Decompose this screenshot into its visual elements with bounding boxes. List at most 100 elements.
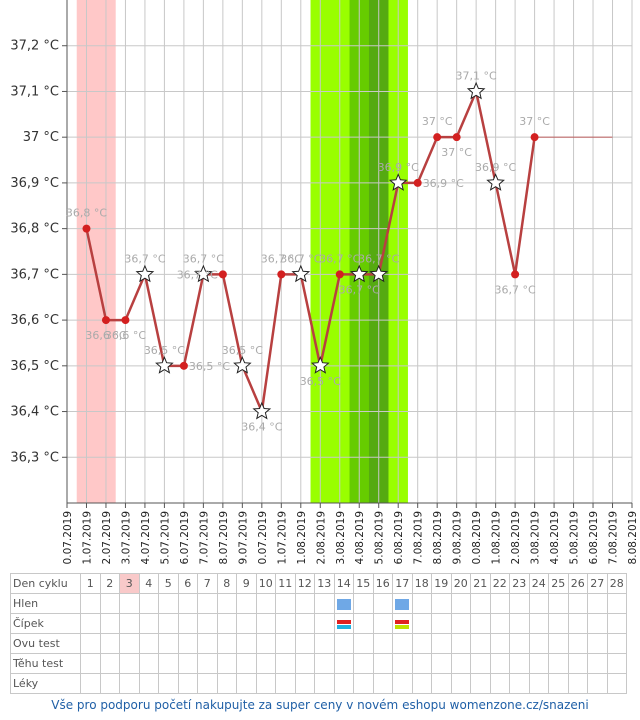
row-label: Ovu test bbox=[10, 633, 81, 654]
empty-cell bbox=[587, 673, 608, 694]
point-value-label: 36,7 °C bbox=[183, 252, 224, 265]
empty-cell bbox=[372, 593, 393, 614]
empty-cell bbox=[119, 653, 140, 674]
cycle-day-cell: 26 bbox=[567, 573, 588, 594]
table-row: Léky bbox=[10, 673, 627, 694]
empty-cell bbox=[509, 653, 530, 674]
cycle-day-cell: 5 bbox=[158, 573, 179, 594]
point-value-label: 37 °C bbox=[519, 115, 550, 128]
empty-cell bbox=[528, 593, 549, 614]
empty-cell bbox=[236, 673, 257, 694]
empty-cell bbox=[450, 633, 471, 654]
empty-cell bbox=[567, 593, 588, 614]
cycle-day-cell: 27 bbox=[587, 573, 608, 594]
empty-cell bbox=[119, 613, 140, 634]
y-tick-label: 37 °C bbox=[23, 130, 59, 145]
empty-cell bbox=[294, 653, 315, 674]
point-dot-marker bbox=[277, 270, 286, 279]
empty-cell bbox=[567, 613, 588, 634]
empty-cell bbox=[392, 653, 413, 674]
point-dot-marker bbox=[530, 133, 539, 142]
cycle-day-cell: 17 bbox=[392, 573, 413, 594]
empty-cell bbox=[275, 653, 296, 674]
cycle-day-cell: 11 bbox=[275, 573, 296, 594]
y-tick-label: 36,3 °C bbox=[10, 450, 59, 465]
cycle-day-cell: 20 bbox=[450, 573, 471, 594]
empty-cell bbox=[294, 613, 315, 634]
empty-cell bbox=[489, 613, 510, 634]
empty-cell bbox=[275, 613, 296, 634]
cycle-day-cell: 13 bbox=[314, 573, 335, 594]
empty-cell bbox=[431, 613, 452, 634]
x-tick-label: 17.08.2019 bbox=[608, 511, 620, 565]
cipek-marker bbox=[395, 619, 410, 629]
row-label: Den cyklu bbox=[10, 573, 81, 594]
y-tick-label: 36,4 °C bbox=[10, 405, 59, 420]
empty-cell bbox=[372, 613, 393, 634]
temperature-line bbox=[85, 90, 536, 413]
empty-cell bbox=[158, 593, 179, 614]
empty-cell bbox=[99, 633, 120, 654]
y-tick-label: 36,5 °C bbox=[10, 359, 59, 374]
empty-cell bbox=[353, 653, 374, 674]
empty-cell bbox=[158, 653, 179, 674]
empty-cell bbox=[392, 673, 413, 694]
empty-cell bbox=[314, 653, 335, 674]
y-tick-label: 36,7 °C bbox=[10, 267, 59, 282]
empty-cell bbox=[294, 633, 315, 654]
empty-cell bbox=[119, 633, 140, 654]
x-tick-label: 26.07.2019 bbox=[179, 511, 191, 565]
empty-cell bbox=[99, 653, 120, 674]
empty-cell bbox=[216, 593, 237, 614]
point-dot-marker bbox=[218, 270, 227, 279]
y-tick-label: 36,6 °C bbox=[10, 313, 59, 328]
empty-cell bbox=[411, 593, 432, 614]
empty-cell bbox=[333, 633, 354, 654]
point-dot-marker bbox=[121, 316, 130, 325]
empty-cell bbox=[158, 613, 179, 634]
empty-cell bbox=[236, 593, 257, 614]
empty-cell bbox=[236, 653, 257, 674]
empty-cell bbox=[450, 673, 471, 694]
x-tick-label: 23.07.2019 bbox=[120, 511, 132, 565]
x-tick-label: 12.08.2019 bbox=[510, 511, 522, 565]
point-value-label: 37,1 °C bbox=[456, 69, 497, 82]
x-tick-label: 04.08.2019 bbox=[354, 511, 366, 565]
point-star-marker bbox=[388, 173, 408, 191]
x-tick-label: 02.08.2019 bbox=[315, 511, 327, 565]
cipek-marker-top bbox=[336, 619, 351, 624]
temperature-chart-svg: 36,3 °C 36,4 °C 36,5 °C 36,6 °C 36,7 °C 36,8 … bbox=[10, 0, 639, 565]
point-value-label: 36,9 °C bbox=[475, 161, 516, 174]
x-tick-label: 05.08.2019 bbox=[374, 511, 386, 565]
point-value-label: 36,9 °C bbox=[378, 161, 419, 174]
empty-cell bbox=[392, 633, 413, 654]
x-tick-label: 24.07.2019 bbox=[140, 511, 152, 565]
empty-cell bbox=[587, 633, 608, 654]
empty-cell bbox=[333, 653, 354, 674]
empty-cell bbox=[411, 653, 432, 674]
cycle-day-cell: 22 bbox=[489, 573, 510, 594]
footer-promo-link[interactable]: Vše pro podporu početí nakupujte za supe… bbox=[51, 698, 589, 712]
empty-cell bbox=[411, 633, 432, 654]
empty-cell bbox=[587, 653, 608, 674]
empty-cell bbox=[353, 613, 374, 634]
x-tick-label: 14.08.2019 bbox=[549, 511, 561, 565]
empty-cell bbox=[177, 593, 198, 614]
x-tick-label: 10.08.2019 bbox=[471, 511, 483, 565]
point-dot-marker bbox=[433, 133, 442, 142]
x-tick-label: 16.08.2019 bbox=[588, 511, 600, 565]
y-tick-label: 37,1 °C bbox=[10, 84, 59, 99]
empty-cell bbox=[138, 633, 159, 654]
table-row: Den cyklu 1 2 3 4 5 6 7 8 9 10 11 12 13 14 15 16 17 18 19 20… bbox=[10, 573, 627, 594]
empty-cell bbox=[509, 673, 530, 694]
point-star-marker bbox=[291, 264, 311, 283]
empty-cell bbox=[197, 613, 218, 634]
empty-cell bbox=[197, 593, 218, 614]
empty-cell bbox=[158, 633, 179, 654]
period-band bbox=[76, 0, 116, 503]
table-row: Ovu test bbox=[10, 633, 627, 654]
empty-cell bbox=[528, 633, 549, 654]
empty-cell bbox=[275, 673, 296, 694]
empty-cell bbox=[119, 593, 140, 614]
cipek-marker-top bbox=[395, 619, 410, 624]
